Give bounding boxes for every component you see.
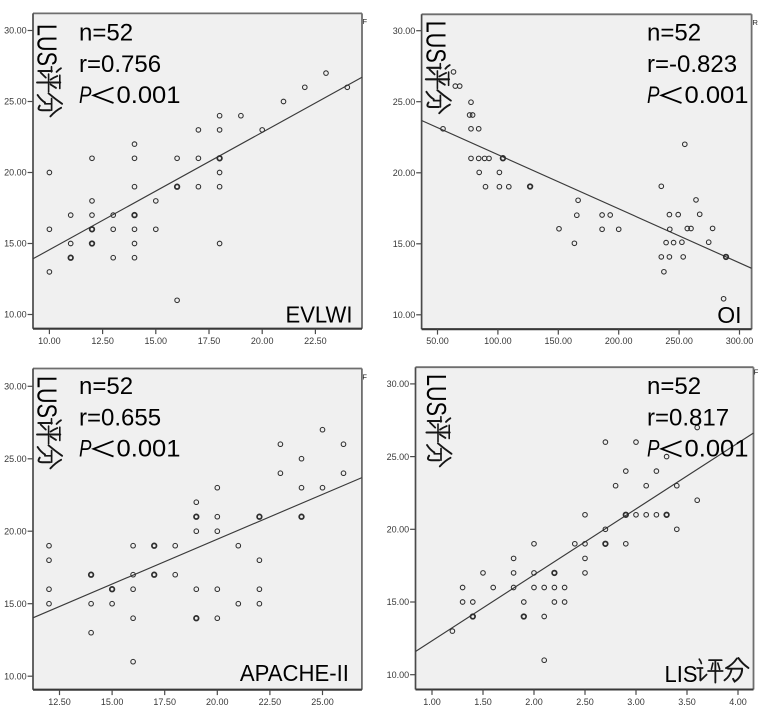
- svg-text:12.50: 12.50: [91, 336, 114, 346]
- svg-text:4.00: 4.00: [729, 697, 747, 707]
- svg-text:20.00: 20.00: [393, 168, 416, 178]
- svg-text:12.50: 12.50: [48, 697, 71, 707]
- svg-text:0.001: 0.001: [117, 82, 181, 109]
- svg-text:10.00: 10.00: [4, 310, 27, 320]
- svg-text:22.50: 22.50: [304, 336, 327, 346]
- svg-text:P: P: [647, 82, 660, 109]
- svg-text:P: P: [79, 436, 92, 463]
- svg-text:30.00: 30.00: [4, 382, 27, 392]
- svg-text:30.00: 30.00: [4, 26, 27, 36]
- svg-text:2.50: 2.50: [576, 697, 594, 707]
- svg-text:3.50: 3.50: [678, 697, 696, 707]
- svg-text:15.00: 15.00: [101, 697, 124, 707]
- svg-text:r=0.817: r=0.817: [647, 404, 729, 431]
- svg-text:F: F: [754, 368, 759, 377]
- svg-text:25.00: 25.00: [4, 454, 27, 464]
- svg-text:300.00: 300.00: [726, 336, 754, 346]
- svg-text:1.00: 1.00: [423, 697, 441, 707]
- svg-text:25.00: 25.00: [387, 452, 410, 462]
- svg-text:F: F: [362, 373, 367, 382]
- svg-text:F: F: [363, 17, 368, 26]
- svg-text:n=52: n=52: [79, 373, 133, 400]
- svg-text:25.00: 25.00: [393, 97, 416, 107]
- svg-text:30.00: 30.00: [387, 379, 410, 389]
- svg-text:P: P: [647, 436, 660, 463]
- svg-text:n=52: n=52: [647, 373, 701, 400]
- svg-text:10.00: 10.00: [387, 670, 410, 680]
- svg-text:n=52: n=52: [647, 19, 701, 46]
- svg-text:r=-0.823: r=-0.823: [647, 51, 737, 78]
- svg-text:1.50: 1.50: [474, 697, 492, 707]
- svg-text:15.00: 15.00: [4, 239, 27, 249]
- svg-text:10.00: 10.00: [4, 671, 27, 681]
- svg-text:0.001: 0.001: [685, 82, 749, 109]
- svg-text:20.00: 20.00: [206, 697, 229, 707]
- svg-text:10.00: 10.00: [393, 310, 416, 320]
- svg-text:15.00: 15.00: [387, 597, 410, 607]
- svg-text:25.00: 25.00: [311, 697, 334, 707]
- svg-text:100.00: 100.00: [484, 336, 512, 346]
- svg-text:OI: OI: [717, 302, 741, 328]
- svg-text:LUS: LUS: [32, 24, 63, 66]
- svg-text:r=0.756: r=0.756: [79, 51, 161, 78]
- svg-text:150.00: 150.00: [545, 336, 573, 346]
- svg-text:20.00: 20.00: [4, 526, 27, 536]
- svg-text:30.00: 30.00: [393, 26, 416, 36]
- svg-text:LUS: LUS: [32, 376, 63, 418]
- svg-text:20.00: 20.00: [251, 336, 274, 346]
- svg-text:25.00: 25.00: [4, 97, 27, 107]
- svg-text:20.00: 20.00: [387, 525, 410, 535]
- svg-text:R: R: [753, 18, 759, 27]
- svg-text:22.50: 22.50: [259, 697, 282, 707]
- svg-text:LIS: LIS: [665, 661, 698, 687]
- svg-text:P: P: [79, 82, 92, 109]
- svg-text:LUS: LUS: [420, 21, 451, 63]
- svg-text:20.00: 20.00: [4, 168, 27, 178]
- svg-text:17.50: 17.50: [153, 697, 176, 707]
- svg-text:n=52: n=52: [79, 19, 133, 46]
- svg-text:15.00: 15.00: [145, 336, 168, 346]
- svg-text:EVLWI: EVLWI: [286, 301, 353, 327]
- svg-text:250.00: 250.00: [665, 336, 693, 346]
- svg-text:2.00: 2.00: [525, 697, 543, 707]
- svg-text:LUS: LUS: [421, 374, 452, 416]
- svg-text:50.00: 50.00: [426, 336, 449, 346]
- svg-text:3.00: 3.00: [627, 697, 645, 707]
- svg-text:17.50: 17.50: [198, 336, 221, 346]
- svg-text:10.00: 10.00: [38, 336, 61, 346]
- svg-text:200.00: 200.00: [605, 336, 633, 346]
- svg-text:APACHE-II: APACHE-II: [240, 660, 349, 686]
- svg-text:15.00: 15.00: [393, 239, 416, 249]
- svg-text:15.00: 15.00: [4, 599, 27, 609]
- svg-text:0.001: 0.001: [117, 436, 181, 463]
- svg-text:0.001: 0.001: [685, 436, 749, 463]
- svg-text:r=0.655: r=0.655: [79, 404, 161, 431]
